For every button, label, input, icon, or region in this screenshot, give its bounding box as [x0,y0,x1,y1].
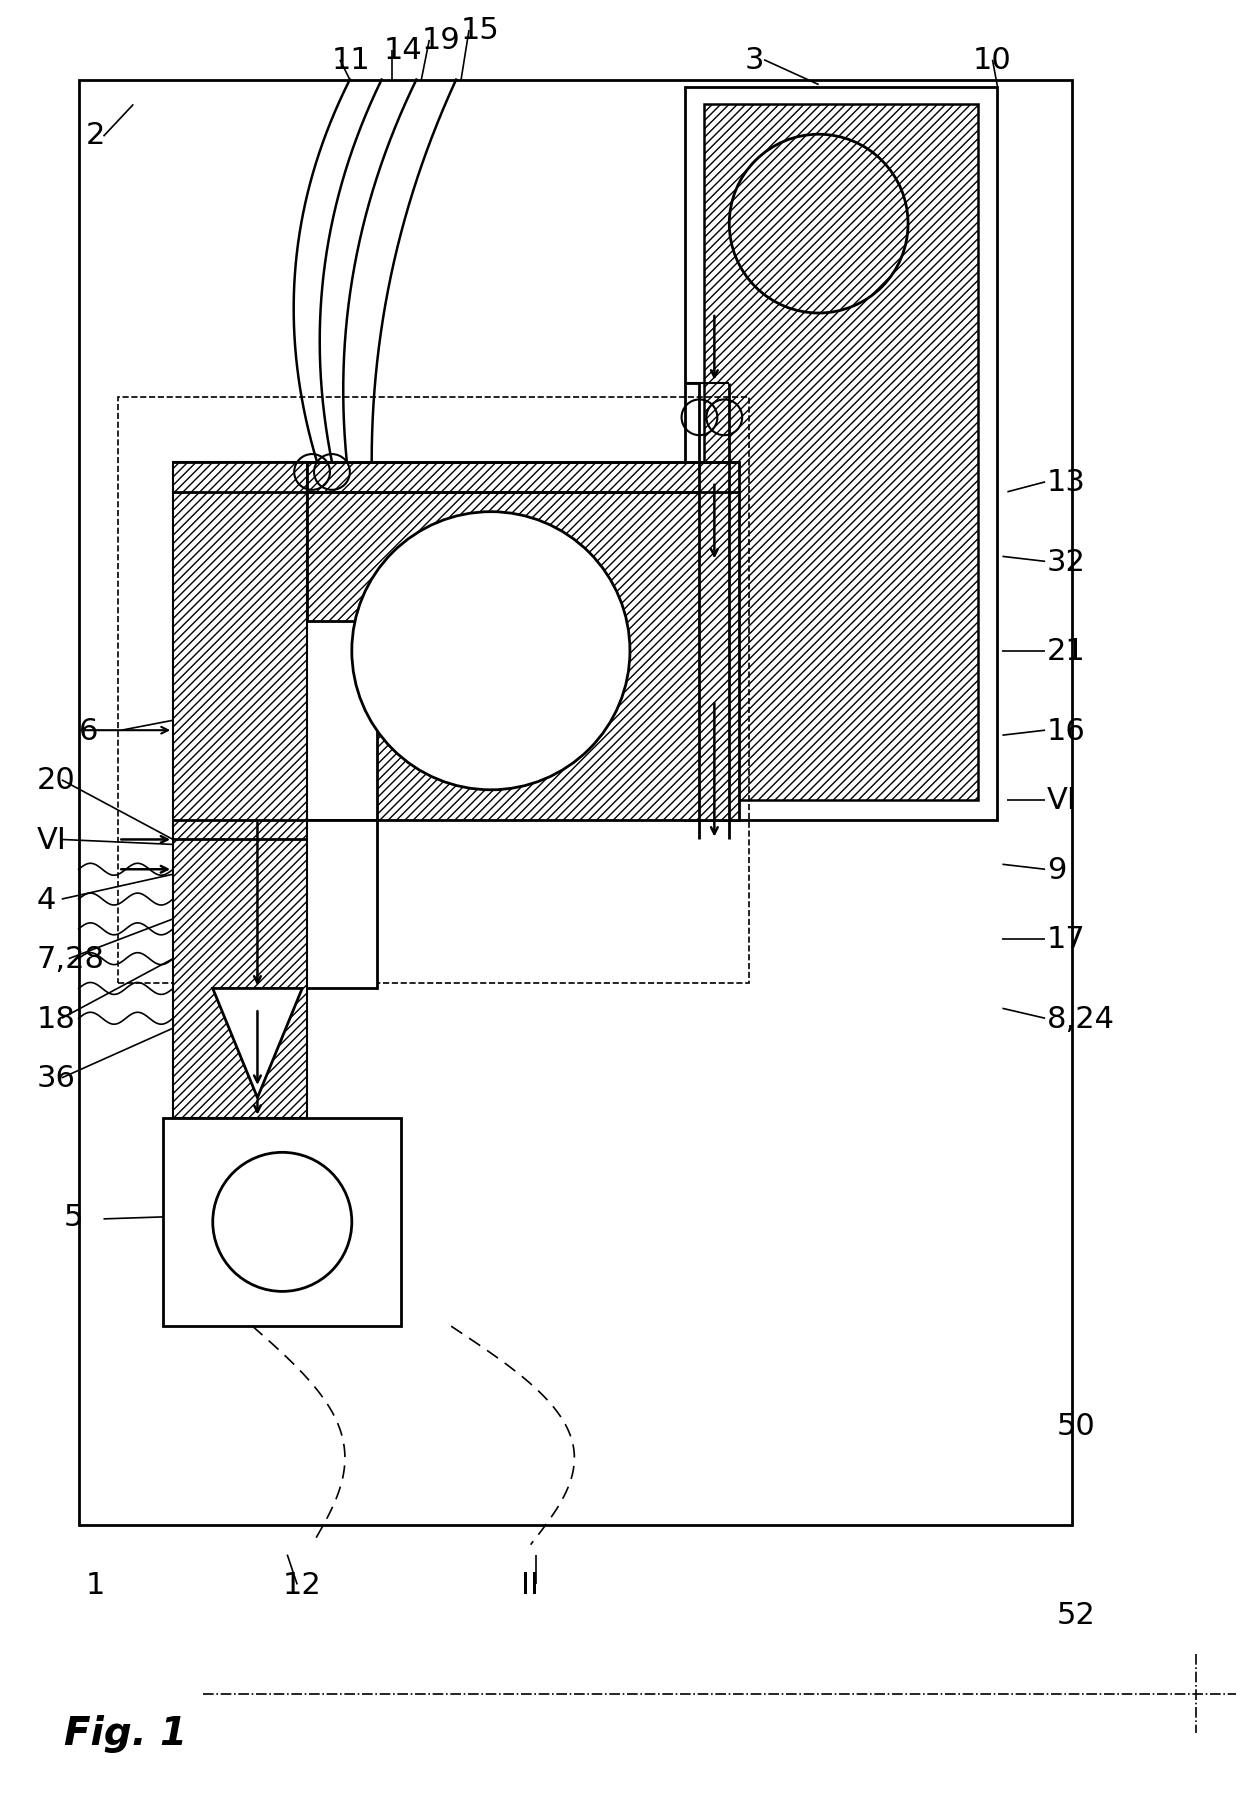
Text: 10: 10 [972,45,1012,74]
Text: 50: 50 [1056,1411,1096,1440]
Bar [704,105,977,800]
Text: 19: 19 [422,27,460,56]
Text: 2: 2 [86,122,105,149]
Text: 17: 17 [1047,925,1086,954]
Text: 18: 18 [37,1005,76,1034]
Text: 5: 5 [63,1203,83,1232]
Text: 1: 1 [86,1571,105,1598]
Text: 15: 15 [461,16,500,45]
Text: 4: 4 [37,885,56,914]
Text: 9: 9 [1047,854,1066,883]
Bar [174,463,308,1117]
Bar [164,1117,402,1326]
Text: 14: 14 [383,36,423,65]
Text: 16: 16 [1047,717,1086,746]
Bar [174,820,377,989]
Text: 7,28: 7,28 [37,945,105,974]
Text: VI: VI [37,825,67,854]
Text: 36: 36 [37,1063,76,1092]
Text: II: II [521,1571,538,1598]
Bar [174,622,377,820]
Circle shape [352,512,630,791]
Text: 11: 11 [332,45,371,74]
Polygon shape [213,989,303,1097]
Bar [118,399,749,983]
Text: 20: 20 [37,766,76,795]
Bar [684,87,997,820]
Bar [78,80,1071,1526]
Text: 12: 12 [283,1571,321,1598]
Text: 32: 32 [1047,548,1086,577]
Text: 21: 21 [1047,637,1086,666]
Text: 52: 52 [1056,1600,1096,1629]
Text: 3: 3 [744,45,764,74]
Bar [308,463,739,820]
Text: Fig. 1: Fig. 1 [63,1714,187,1752]
Text: 6: 6 [78,717,98,746]
Text: VI: VI [1047,785,1078,814]
Text: 13: 13 [1047,468,1086,497]
Text: 8,24: 8,24 [1047,1005,1115,1034]
